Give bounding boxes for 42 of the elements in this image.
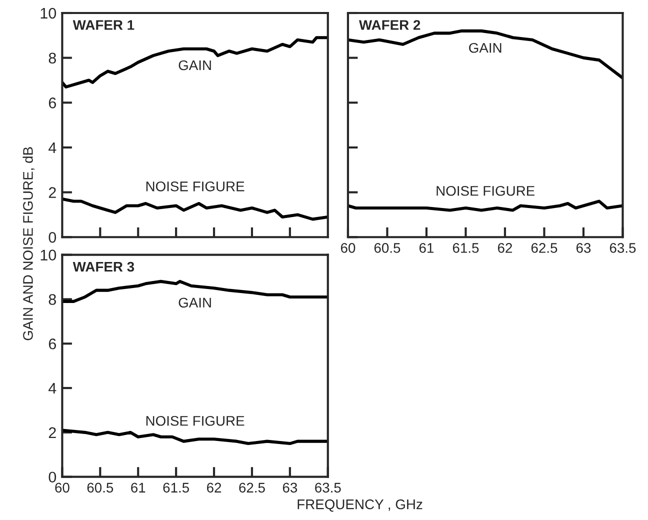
- y-tick-label: 0: [48, 232, 56, 243]
- x-tick-label: 60: [55, 482, 70, 493]
- x-tick-label: 62.5: [239, 482, 265, 493]
- chart-title: WAFER 1: [72, 20, 134, 30]
- x-tick-label: 63.5: [315, 482, 341, 493]
- x-tick-label: 61.5: [163, 482, 190, 493]
- x-tick-label: 60.5: [87, 482, 114, 493]
- series-label: GAIN: [178, 298, 211, 308]
- y-tick-label: 0: [48, 472, 56, 483]
- x-tick-label: 62: [207, 482, 222, 493]
- y-tick-label: 4: [48, 383, 56, 394]
- x-tick-label: 63: [282, 482, 298, 493]
- series-label: GAIN: [469, 42, 502, 53]
- x-tick-label: 60: [340, 243, 356, 253]
- series-label: NOISE FIGURE: [436, 186, 535, 196]
- x-tick-label: 61.5: [452, 243, 479, 253]
- x-tick-label: 62.5: [531, 243, 558, 253]
- x-tick-label: 63: [576, 243, 591, 253]
- line-series: [62, 36, 328, 88]
- y-tick-label: 4: [48, 142, 56, 154]
- y-tick-label: 2: [48, 187, 56, 198]
- y-tick-label: 6: [48, 338, 56, 350]
- series-label: NOISE FIGURE: [146, 416, 244, 426]
- y-axis-title: GAIN AND NOISE FIGURE, dB: [22, 147, 35, 340]
- y-tick-label: 10: [40, 250, 56, 260]
- x-tick-label: 61: [419, 243, 434, 253]
- chart-title: WAFER 3: [72, 262, 134, 272]
- line-series: [62, 428, 328, 446]
- y-tick-label: 10: [40, 8, 56, 19]
- x-tick-label: 60.5: [374, 243, 400, 253]
- line-series: [62, 197, 328, 221]
- y-tick-label: 8: [48, 294, 56, 305]
- x-tick-label: 61: [131, 482, 146, 493]
- x-tick-label: 62: [498, 243, 512, 253]
- y-tick-label: 8: [48, 52, 56, 64]
- chart-title: WAFER 2: [358, 20, 420, 30]
- series-label: GAIN: [178, 60, 211, 70]
- series-label: NOISE FIGURE: [146, 181, 244, 192]
- y-tick-label: 2: [48, 427, 56, 438]
- x-axis-title: FREQUENCY , GHz: [298, 499, 422, 512]
- y-tick-label: 6: [48, 98, 56, 108]
- x-tick-label: 63.5: [610, 243, 636, 253]
